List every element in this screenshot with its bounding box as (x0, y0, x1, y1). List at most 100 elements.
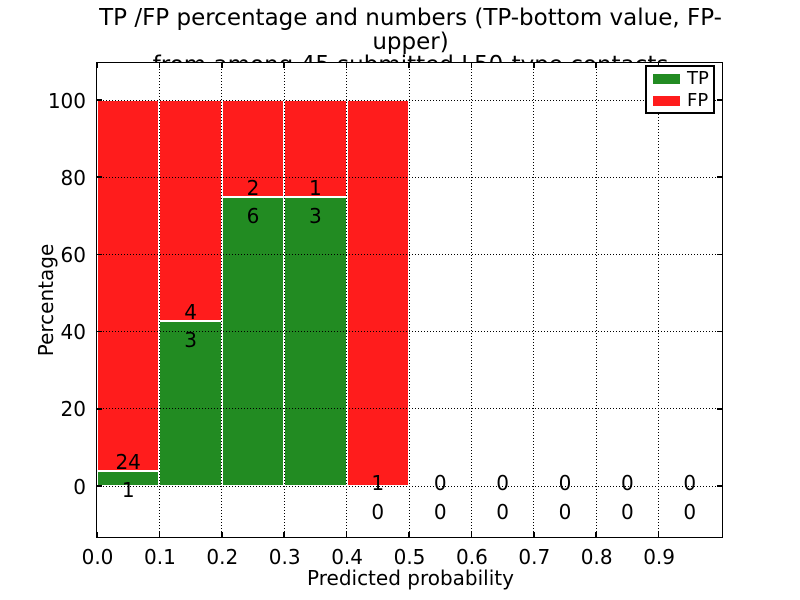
x-tick-bottom (96, 532, 98, 537)
x-tick-label: 0.0 (81, 545, 114, 569)
y-tick-right (717, 485, 722, 487)
fp-count-label: 1 (371, 470, 385, 495)
tp-count-label: 3 (184, 327, 197, 352)
gridline-horizontal (97, 99, 721, 101)
x-tick-label: 0.1 (143, 545, 176, 569)
bar-fp-segment (97, 100, 160, 471)
fp-count-label: 0 (433, 470, 447, 495)
fp-count-label: 0 (558, 470, 572, 495)
y-tick-left (97, 176, 102, 178)
x-tick-top (408, 63, 410, 68)
fp-count-label: 2 (246, 176, 260, 200)
y-tick-left (97, 330, 102, 333)
legend-label-tp: TP (687, 68, 709, 89)
x-tick-top (221, 63, 223, 68)
tp-count-label: 6 (246, 203, 260, 228)
gridline-vertical (658, 63, 660, 536)
x-tick-top (595, 63, 597, 68)
y-tick-label: 80 (60, 165, 86, 190)
fp-count-label: 4 (184, 300, 197, 325)
fp-count-label: 0 (496, 470, 509, 495)
gridline-horizontal (97, 253, 721, 255)
y-tick-left (97, 408, 102, 410)
legend-swatch-fp-icon (653, 95, 680, 106)
plot-area: 24 1 4 3 2 6 1 3 1 0 0 0 0 0 0 0 0 0 0 0 (96, 62, 723, 538)
x-tick-bottom (158, 532, 161, 537)
x-tick-label: 0.2 (206, 545, 239, 569)
bar-fp-segment (221, 100, 285, 197)
tp-count-label: 0 (621, 500, 634, 525)
gridline-horizontal (97, 331, 721, 333)
gridline-horizontal (97, 485, 721, 487)
x-tick-bottom (221, 532, 223, 537)
x-tick-label: 0.3 (268, 545, 301, 569)
gridline-vertical (346, 63, 348, 536)
x-tick-top (96, 63, 98, 68)
bar-fp-segment (284, 100, 347, 197)
gridline-vertical (158, 63, 160, 536)
x-tick-label: 0.8 (580, 545, 613, 569)
x-tick-bottom (283, 532, 285, 537)
legend-swatch-tp-icon (653, 73, 680, 84)
legend-entry-fp: FP (653, 90, 709, 111)
legend-label-fp: FP (687, 90, 709, 111)
gridline-vertical (283, 63, 285, 536)
x-tick-label: 0.7 (518, 545, 551, 569)
x-tick-top (158, 63, 161, 68)
gridline-vertical (595, 63, 597, 536)
bar-tp-segment (284, 196, 347, 486)
y-tick-label: 100 (47, 88, 86, 113)
bar-tp-segment (159, 320, 222, 486)
y-tick-right (717, 99, 722, 101)
fp-count-label: 1 (309, 176, 322, 200)
bar-tp-segment (97, 470, 160, 486)
x-tick-top (533, 63, 535, 68)
y-tick-left (97, 99, 102, 101)
gridline-vertical (221, 63, 223, 536)
y-tick-right (717, 176, 722, 178)
legend: TP FP (645, 65, 715, 114)
y-tick-label: 0 (73, 474, 86, 499)
tp-count-label: 0 (371, 500, 385, 525)
x-tick-bottom (533, 532, 535, 537)
fp-count-label: 0 (683, 470, 697, 495)
x-tick-label: 0.5 (393, 545, 426, 569)
y-tick-label: 20 (60, 397, 86, 422)
x-tick-label: 0.9 (643, 545, 675, 569)
x-tick-label: 0.6 (455, 545, 488, 569)
x-tick-top (470, 63, 473, 68)
tp-count-label: 0 (496, 500, 509, 525)
chart-title-line1: TP /FP percentage and numbers (TP-bottom… (99, 5, 722, 55)
tp-count-label: 0 (558, 500, 572, 525)
y-tick-right (717, 330, 722, 333)
y-tick-label: 40 (60, 320, 86, 345)
y-tick-left (97, 485, 102, 487)
fp-count-label: 0 (621, 470, 634, 495)
bar-fp-segment (159, 100, 222, 321)
x-tick-top (283, 63, 285, 68)
x-tick-top (345, 63, 348, 68)
y-tick-right (717, 408, 722, 410)
x-tick-label: 0.4 (331, 545, 363, 569)
fp-count-label: 24 (115, 450, 141, 475)
gridline-vertical (533, 63, 535, 536)
x-tick-bottom (408, 532, 410, 537)
x-tick-bottom (595, 532, 597, 537)
tp-count-label: 0 (433, 500, 447, 525)
y-tick-right (717, 253, 722, 256)
y-tick-label: 60 (60, 242, 86, 267)
tp-count-label: 3 (309, 203, 322, 228)
x-tick-bottom (345, 532, 348, 537)
x-tick-bottom (657, 532, 660, 537)
gridline-vertical (408, 63, 410, 536)
x-axis-label: Predicted probability (307, 566, 514, 590)
gridline-horizontal (97, 408, 721, 410)
bar-fp-segment (346, 100, 409, 486)
gridline-horizontal (97, 176, 721, 178)
bar-tp-segment (221, 196, 285, 486)
x-tick-bottom (470, 532, 473, 537)
tp-count-label: 1 (121, 477, 135, 502)
gridline-vertical (470, 63, 472, 536)
legend-entry-tp: TP (653, 68, 709, 89)
